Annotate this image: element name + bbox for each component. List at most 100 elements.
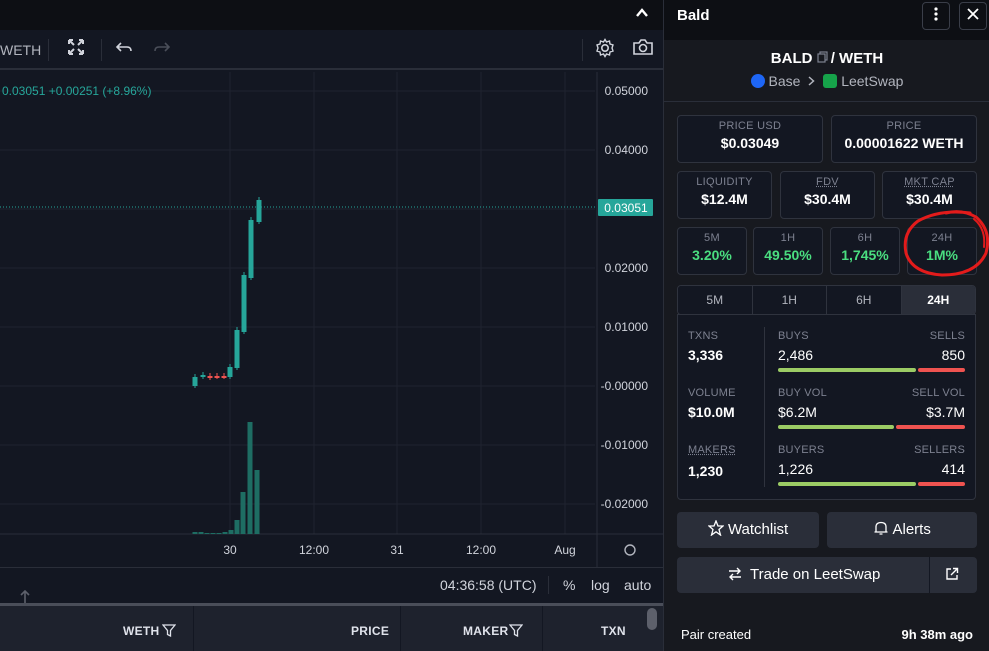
- watchlist-label: Watchlist: [728, 521, 788, 538]
- fdv-label[interactable]: FDV: [781, 176, 874, 188]
- close-button[interactable]: [959, 2, 987, 30]
- redo-icon[interactable]: [150, 38, 174, 62]
- undo-icon[interactable]: [112, 38, 136, 62]
- gear-icon[interactable]: [593, 38, 617, 62]
- candle-body: [249, 220, 254, 278]
- candle-body: [228, 367, 233, 377]
- makers-label[interactable]: MAKERS: [688, 444, 736, 456]
- fullscreen-icon[interactable]: [64, 38, 88, 62]
- volume-bar: [223, 532, 228, 534]
- buyers-label: BUYERS: [778, 444, 824, 456]
- liquidity-card: LIQUIDITY $12.4M: [677, 171, 772, 219]
- change-label: 1H: [754, 232, 822, 244]
- volume-bar: [205, 533, 210, 534]
- watchlist-button[interactable]: Watchlist: [677, 512, 819, 548]
- change-6h-card[interactable]: 6H 1,745%: [830, 227, 900, 275]
- fdv-card: FDV $30.4M: [780, 171, 875, 219]
- buyers-bar: [778, 482, 916, 486]
- price-tick-label: -0.02000: [601, 497, 649, 511]
- transactions-header: WETH PRICE MAKER TXN: [0, 603, 663, 651]
- dex-name[interactable]: LeetSwap: [841, 73, 903, 89]
- filter-icon[interactable]: [162, 624, 176, 642]
- tab-1h[interactable]: 1H: [753, 286, 828, 314]
- pair-created-row: Pair created 9h 38m ago: [664, 617, 989, 651]
- volume-bar: [248, 422, 253, 534]
- col-txn[interactable]: TXN: [601, 624, 626, 638]
- candle-body: [222, 376, 227, 378]
- chart-top-strip: [0, 0, 663, 30]
- sells-bar: [918, 368, 965, 372]
- price-chart[interactable]: 0.05000 0.04000 0.02000 0.01000 -0.00000 -0.0…: [0, 72, 663, 567]
- column-divider: [542, 606, 543, 651]
- col-weth[interactable]: WETH: [123, 624, 160, 638]
- change-1h-card[interactable]: 1H 49.50%: [753, 227, 823, 275]
- change-value: 3.20%: [678, 247, 746, 263]
- external-link-icon[interactable]: [945, 557, 959, 593]
- copy-icon[interactable]: [817, 54, 831, 66]
- buyers-value: 1,226: [778, 461, 813, 477]
- sellers-value: 414: [942, 461, 965, 477]
- price-tick-label: -0.01000: [601, 438, 649, 452]
- makers-value: 1,230: [688, 463, 723, 479]
- ohlc-legend: 0.03051 +0.00251 (+8.96%): [2, 84, 151, 98]
- change-label: 5M: [678, 232, 746, 244]
- chevron-up-icon[interactable]: [633, 6, 651, 24]
- time-tick-label: Aug: [554, 543, 575, 557]
- trade-divider: [929, 557, 930, 593]
- change-5m-card[interactable]: 5M 3.20%: [677, 227, 747, 275]
- change-value: 1M%: [908, 247, 976, 263]
- current-price-label: 0.03051: [604, 201, 648, 215]
- tab-5m[interactable]: 5M: [678, 286, 753, 314]
- sell-vol-bar: [896, 425, 965, 429]
- change-value: 49.50%: [754, 247, 822, 263]
- price-usd-label: PRICE USD: [678, 120, 822, 132]
- camera-icon[interactable]: [631, 38, 655, 62]
- time-tick-label: 12:00: [466, 543, 496, 557]
- candle-body: [193, 377, 198, 386]
- volume-bar: [229, 530, 234, 534]
- change-24h-card[interactable]: 24H 1M%: [907, 227, 977, 275]
- price-usd-card: PRICE USD $0.03049: [677, 115, 823, 163]
- more-menu-button[interactable]: [922, 2, 950, 30]
- change-label: 24H: [908, 232, 976, 244]
- col-price[interactable]: PRICE: [351, 624, 389, 638]
- sell-vol-label: SELL VOL: [912, 387, 965, 399]
- base-chain-icon: [751, 74, 765, 88]
- candle-body: [208, 376, 213, 378]
- sells-label: SELLS: [930, 330, 965, 342]
- utc-clock[interactable]: 04:36:58 (UTC): [440, 577, 536, 593]
- buys-value: 2,486: [778, 347, 813, 363]
- pair-name: BALD / WETH: [664, 50, 989, 67]
- buy-vol-value: $6.2M: [778, 404, 817, 420]
- chain-name[interactable]: Base: [769, 73, 801, 89]
- price-native-value: 0.00001622 WETH: [832, 135, 976, 151]
- chart-bottom-bar: 04:36:58 (UTC) % log auto: [0, 567, 663, 601]
- col-maker[interactable]: MAKER: [463, 624, 509, 638]
- toolbar-divider: [582, 39, 583, 61]
- trade-button[interactable]: Trade on LeetSwap: [677, 557, 977, 593]
- pair-quote: WETH: [839, 50, 883, 67]
- sellers-label: SELLERS: [914, 444, 965, 456]
- tab-6h[interactable]: 6H: [827, 286, 902, 314]
- change-label: 6H: [831, 232, 899, 244]
- volume-bar: [235, 520, 240, 534]
- column-divider: [193, 606, 194, 651]
- volume-bar: [217, 533, 222, 534]
- chain-dex-line: Base LeetSwap: [664, 73, 989, 89]
- bell-icon: [873, 521, 892, 538]
- mktcap-value: $30.4M: [883, 191, 976, 207]
- volume-bar: [255, 470, 260, 534]
- auto-scale-toggle[interactable]: auto: [624, 577, 651, 593]
- filter-icon[interactable]: [509, 624, 523, 642]
- percent-scale-toggle[interactable]: %: [563, 577, 575, 593]
- chart-toolbar: WETH: [0, 30, 663, 70]
- trade-label: Trade on LeetSwap: [750, 557, 880, 593]
- leetswap-icon: [823, 74, 837, 88]
- txns-label: TXNS: [688, 330, 718, 342]
- mktcap-label[interactable]: MKT CAP: [883, 176, 976, 188]
- scrollbar-thumb[interactable]: [647, 608, 657, 630]
- symbol-label[interactable]: WETH: [0, 42, 41, 58]
- alerts-button[interactable]: Alerts: [827, 512, 977, 548]
- log-scale-toggle[interactable]: log: [591, 577, 610, 593]
- tab-24h[interactable]: 24H: [902, 286, 976, 314]
